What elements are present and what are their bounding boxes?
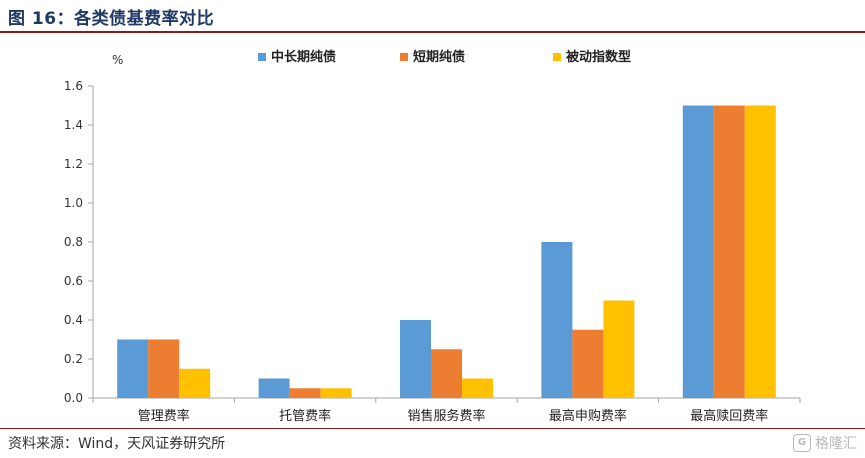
source-note: 资料来源：Wind，天风证券研究所 bbox=[8, 436, 226, 452]
bar bbox=[117, 339, 149, 398]
bar bbox=[744, 105, 776, 398]
legend-swatch bbox=[258, 53, 266, 61]
x-category-label: 销售服务费率 bbox=[407, 408, 485, 424]
bar bbox=[258, 378, 290, 398]
bar bbox=[400, 320, 431, 398]
bar bbox=[462, 378, 493, 398]
chart-legend: 中长期纯债 短期纯债 被动指数型 bbox=[258, 49, 631, 65]
bar bbox=[431, 349, 462, 398]
y-tick-label: 0.8 bbox=[64, 235, 83, 249]
chart-bars bbox=[117, 105, 776, 398]
title-divider bbox=[0, 31, 865, 33]
bar bbox=[289, 388, 321, 398]
y-axis-unit-label: % bbox=[112, 53, 123, 67]
x-category-label: 管理费率 bbox=[138, 408, 190, 424]
bar bbox=[572, 329, 604, 398]
legend-swatch bbox=[400, 53, 408, 61]
y-tick-label: 1.0 bbox=[64, 196, 83, 210]
y-tick-label: 0.4 bbox=[64, 313, 83, 327]
bar bbox=[320, 388, 352, 398]
watermark-logo-icon: G bbox=[793, 434, 811, 452]
y-tick-label: 0.0 bbox=[64, 391, 83, 405]
y-tick-label: 1.2 bbox=[64, 157, 83, 171]
bar bbox=[148, 339, 180, 398]
bar bbox=[179, 368, 211, 398]
footer-divider bbox=[0, 428, 865, 429]
y-tick-label: 1.4 bbox=[64, 118, 83, 132]
y-tick-label: 0.2 bbox=[64, 352, 83, 366]
bar-chart: 中长期纯债 短期纯债 被动指数型 % 0.0 0.2 0.4 0.6 0.8 1.0 1.2 1.… bbox=[64, 49, 801, 424]
figure-title: 图 16：各类债基费率对比 bbox=[8, 9, 215, 29]
watermark: G 格隆汇 bbox=[793, 433, 857, 453]
legend-label: 被动指数型 bbox=[565, 49, 631, 65]
x-category-label: 最高申购费率 bbox=[549, 408, 627, 424]
watermark-text: 格隆汇 bbox=[815, 436, 857, 452]
y-tick-label: 1.6 bbox=[64, 79, 83, 93]
chart-axes: 0.0 0.2 0.4 0.6 0.8 1.0 1.2 1.4 1.6 管理费率 托管费率 销售服务费… bbox=[64, 79, 801, 424]
legend-label: 中长期纯债 bbox=[271, 49, 336, 65]
bar bbox=[541, 242, 573, 398]
x-category-label: 最高赎回费率 bbox=[690, 408, 768, 424]
legend-label: 短期纯债 bbox=[413, 49, 465, 65]
bar bbox=[713, 105, 745, 398]
y-tick-label: 0.6 bbox=[64, 274, 83, 288]
bar bbox=[682, 105, 714, 398]
bar bbox=[603, 300, 635, 398]
x-category-label: 托管费率 bbox=[279, 408, 331, 424]
legend-swatch bbox=[553, 53, 561, 61]
